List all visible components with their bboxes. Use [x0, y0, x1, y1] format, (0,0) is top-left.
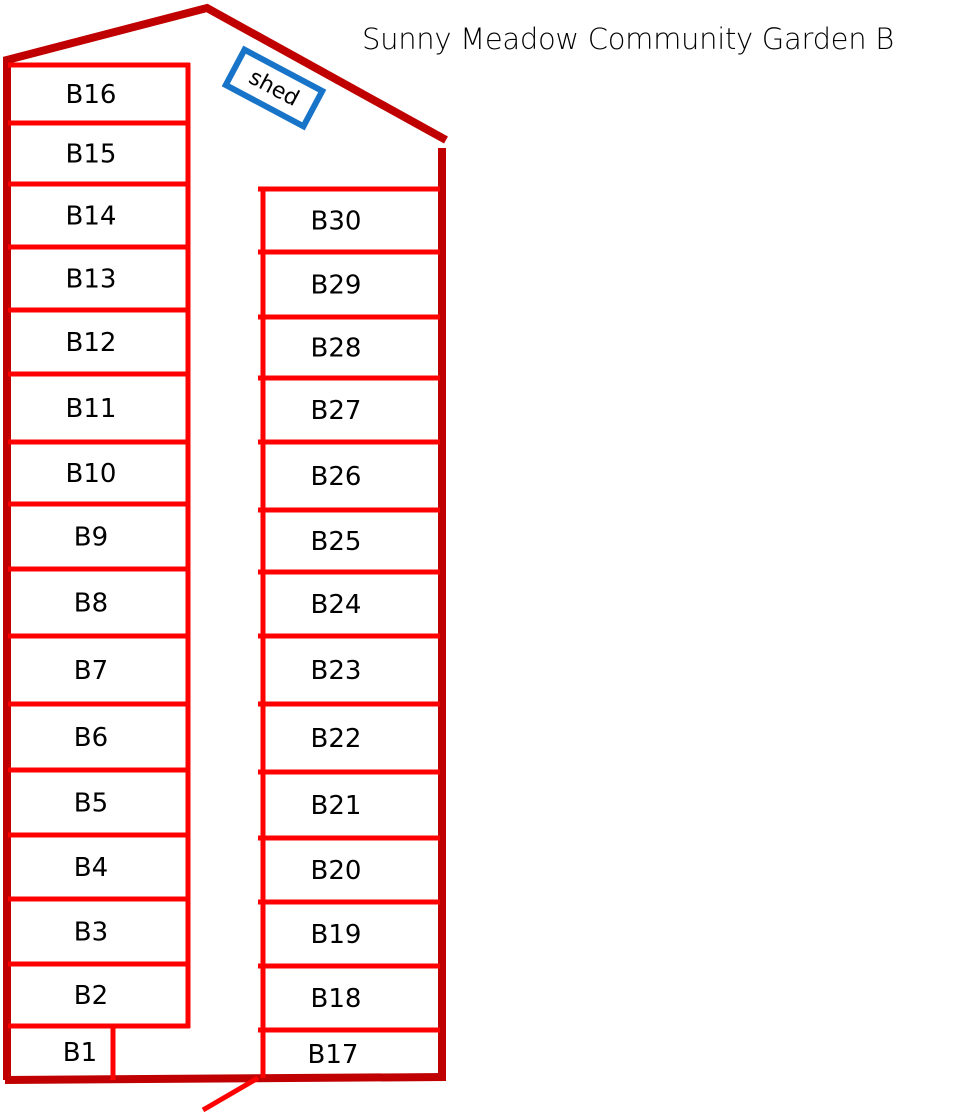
- plot-b5[interactable]: B5: [74, 789, 108, 819]
- plot-b17[interactable]: B17: [308, 1040, 359, 1070]
- plot-b6[interactable]: B6: [74, 723, 108, 753]
- garden-boundary: [2, 3, 448, 1113]
- plot-b3[interactable]: B3: [74, 918, 108, 948]
- plot-b15[interactable]: B15: [66, 140, 117, 170]
- plot-b24[interactable]: B24: [311, 590, 362, 620]
- plot-b26[interactable]: B26: [311, 462, 362, 492]
- plot-b12[interactable]: B12: [66, 328, 117, 358]
- garden-title: Sunny Meadow Community Garden B: [362, 22, 894, 56]
- plot-b29[interactable]: B29: [311, 271, 362, 301]
- plot-b10[interactable]: B10: [66, 459, 117, 489]
- plot-b28[interactable]: B28: [311, 334, 362, 364]
- shed-outline: [221, 45, 327, 131]
- gate[interactable]: [201, 1075, 260, 1113]
- plot-b27[interactable]: B27: [311, 396, 362, 426]
- plot-b30[interactable]: B30: [311, 207, 362, 237]
- plot-b16[interactable]: B16: [66, 80, 117, 110]
- plot-b1[interactable]: B1: [63, 1038, 97, 1068]
- plot-b8[interactable]: B8: [74, 589, 108, 619]
- plot-b21[interactable]: B21: [311, 791, 362, 821]
- plot-b20[interactable]: B20: [311, 856, 362, 886]
- plot-b7[interactable]: B7: [74, 656, 108, 686]
- plot-b2[interactable]: B2: [74, 981, 108, 1011]
- plot-b22[interactable]: B22: [311, 724, 362, 754]
- garden-plots: B16 B15 B14 B13 B12 B11 B10 B9 B8 B7 B6 B5 B4 B3 B2 B1 B…: [8, 62, 440, 1080]
- plot-b18[interactable]: B18: [311, 984, 362, 1014]
- plot-b9[interactable]: B9: [74, 523, 108, 553]
- boundary-wall: [2, 3, 448, 1080]
- plot-b11[interactable]: B11: [66, 394, 117, 424]
- boundary-wall: [4, 1073, 447, 1084]
- plot-b4[interactable]: B4: [74, 853, 108, 883]
- plot-b23[interactable]: B23: [311, 656, 362, 686]
- plot-b19[interactable]: B19: [311, 920, 362, 950]
- plot-b14[interactable]: B14: [66, 202, 117, 232]
- plot-b25[interactable]: B25: [311, 527, 362, 557]
- plot-b13[interactable]: B13: [66, 265, 117, 295]
- shed-label: shed: [245, 65, 303, 112]
